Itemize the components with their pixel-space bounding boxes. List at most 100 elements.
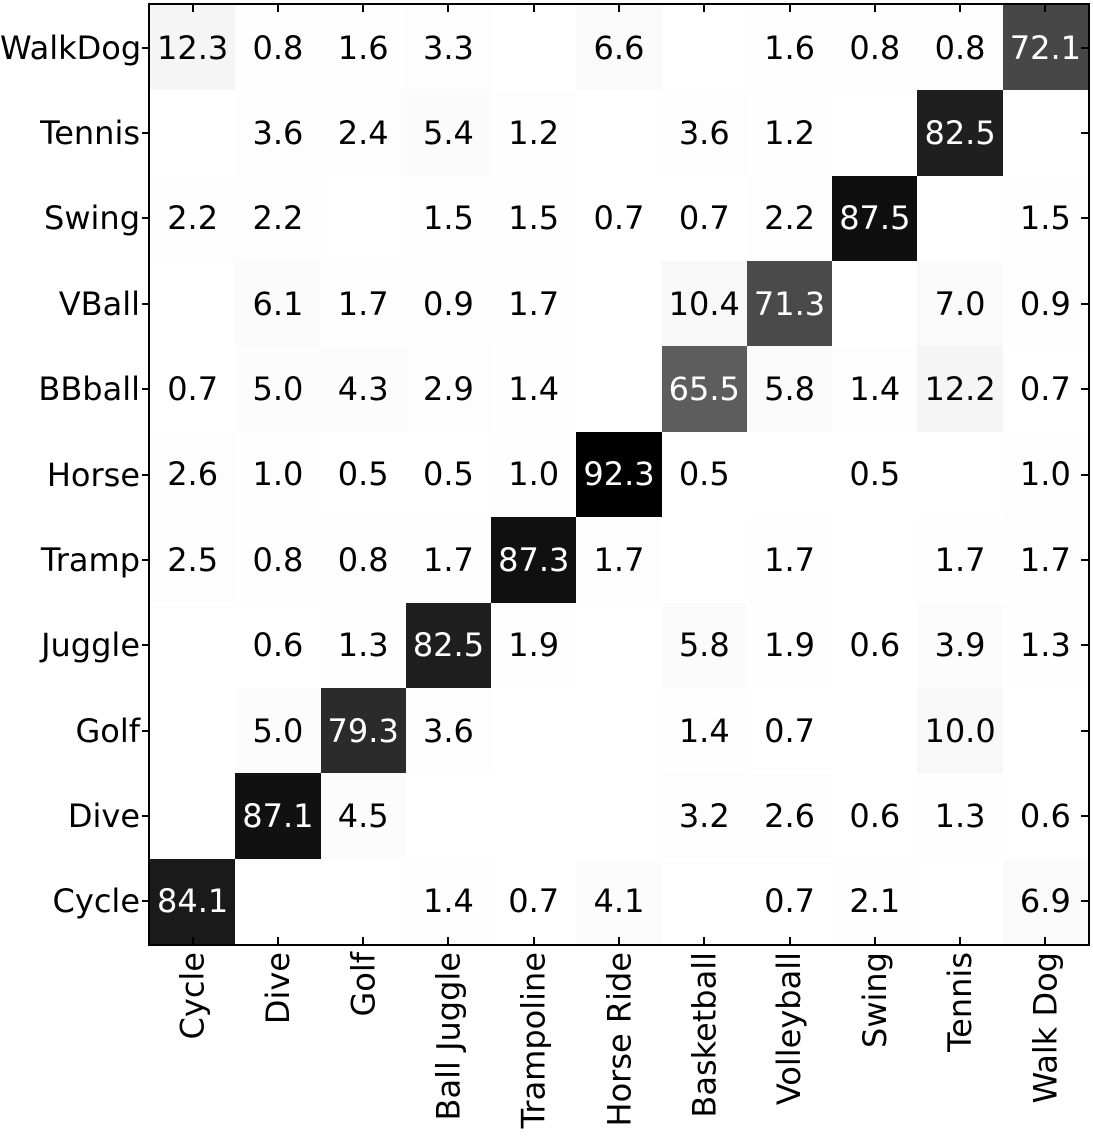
tick-mark bbox=[532, 5, 535, 12]
heatmap-cell bbox=[491, 687, 577, 774]
heatmap-cell: 1.3 bbox=[917, 773, 1003, 859]
tick-mark bbox=[532, 937, 535, 944]
tick-mark bbox=[788, 937, 791, 944]
tick-mark bbox=[191, 937, 194, 944]
heatmap-cell bbox=[576, 687, 662, 774]
heatmap-cell: 1.0 bbox=[235, 431, 321, 518]
tick-mark bbox=[1044, 5, 1047, 12]
heatmap-cell: 1.9 bbox=[491, 602, 577, 688]
tick-mark bbox=[447, 5, 450, 12]
heatmap-cell: 72.1 bbox=[1002, 5, 1088, 91]
heatmap-cell bbox=[1002, 687, 1088, 774]
x-tick-label: Golf bbox=[344, 952, 383, 1017]
heatmap-cell bbox=[320, 175, 406, 262]
heatmap-cell: 4.1 bbox=[576, 858, 662, 944]
x-tick-label: Horse Ride bbox=[600, 952, 638, 1127]
y-tick-label: Tramp bbox=[40, 540, 140, 579]
heatmap-cell: 12.3 bbox=[150, 5, 236, 91]
y-tick-label: Swing bbox=[44, 199, 140, 238]
heatmap-cell bbox=[405, 773, 492, 859]
tick-mark bbox=[1081, 900, 1088, 903]
heatmap-cell bbox=[235, 858, 321, 944]
heatmap-cell: 0.8 bbox=[235, 5, 321, 91]
tick-mark bbox=[618, 5, 620, 12]
heatmap-cell: 3.2 bbox=[661, 773, 747, 859]
tick-mark bbox=[873, 5, 876, 12]
heatmap-cell: 0.6 bbox=[1002, 773, 1088, 859]
heatmap-cell: 0.8 bbox=[320, 517, 406, 603]
heatmap-cell: 0.5 bbox=[832, 431, 918, 518]
heatmap-cell: 1.3 bbox=[320, 602, 406, 688]
heatmap-cell: 6.6 bbox=[576, 5, 662, 91]
tick-mark bbox=[191, 5, 194, 12]
x-tick-label: Trampoline bbox=[514, 952, 553, 1129]
heatmap-cell: 87.1 bbox=[235, 773, 321, 859]
heatmap-cell: 0.7 bbox=[746, 687, 833, 774]
heatmap-cell: 1.2 bbox=[491, 90, 577, 176]
heatmap-cell: 2.2 bbox=[746, 175, 833, 262]
heatmap-cell: 1.5 bbox=[1002, 175, 1088, 262]
y-tick-label: Cycle bbox=[52, 882, 140, 921]
heatmap-cell bbox=[576, 90, 662, 176]
heatmap-cell: 5.0 bbox=[235, 687, 321, 774]
heatmap-cell: 3.9 bbox=[917, 602, 1003, 688]
heatmap-cell: 1.7 bbox=[1002, 517, 1088, 603]
heatmap-cell: 1.4 bbox=[491, 346, 577, 432]
heatmap-cell: 0.8 bbox=[235, 517, 321, 603]
tick-mark bbox=[1081, 473, 1088, 476]
heatmap-cell bbox=[150, 90, 236, 176]
heatmap-cell: 10.4 bbox=[661, 261, 747, 347]
heatmap-cell: 2.2 bbox=[235, 175, 321, 262]
heatmap-cell: 1.4 bbox=[661, 687, 747, 774]
tick-mark bbox=[618, 937, 620, 944]
heatmap-cell: 5.8 bbox=[746, 346, 833, 432]
heatmap-cell bbox=[832, 517, 918, 603]
heatmap-cell bbox=[746, 431, 833, 518]
y-tick-label: Dive bbox=[67, 796, 140, 835]
heatmap-cell: 1.7 bbox=[917, 517, 1003, 603]
heatmap-cell bbox=[576, 346, 662, 432]
heatmap-cell bbox=[150, 773, 236, 859]
y-tick-label: Tennis bbox=[40, 114, 140, 153]
heatmap-cell: 0.5 bbox=[320, 431, 406, 518]
heatmap-cell: 0.8 bbox=[917, 5, 1003, 91]
heatmap-cell bbox=[917, 858, 1003, 944]
y-tick-label: WalkDog bbox=[0, 28, 142, 67]
heatmap-cell: 1.9 bbox=[746, 602, 833, 688]
tick-mark bbox=[142, 644, 149, 647]
tick-mark bbox=[959, 937, 962, 944]
heatmap-cell: 2.5 bbox=[150, 517, 236, 603]
tick-mark bbox=[703, 5, 706, 12]
heatmap-cell: 82.5 bbox=[917, 90, 1003, 176]
tick-mark bbox=[142, 217, 149, 220]
heatmap-cell: 5.8 bbox=[661, 602, 747, 688]
tick-mark bbox=[1081, 302, 1088, 305]
tick-mark bbox=[142, 46, 149, 49]
heatmap-cell bbox=[491, 773, 577, 859]
heatmap-cell: 1.7 bbox=[405, 517, 492, 603]
y-tick-label: Golf bbox=[75, 711, 140, 750]
x-tick-label: Volleyball bbox=[770, 952, 809, 1106]
heatmap-cell: 92.3 bbox=[576, 431, 662, 518]
heatmap-cell: 1.7 bbox=[320, 261, 406, 347]
heatmap-cell bbox=[150, 602, 236, 688]
tick-mark bbox=[276, 5, 279, 12]
heatmap-cell bbox=[491, 5, 577, 91]
tick-mark bbox=[362, 937, 365, 944]
heatmap-cell: 0.6 bbox=[235, 602, 321, 688]
tick-mark bbox=[142, 558, 149, 561]
tick-mark bbox=[1081, 729, 1088, 732]
x-tick-label: Walk Dog bbox=[1026, 952, 1065, 1104]
heatmap-cell: 5.0 bbox=[235, 346, 321, 432]
tick-mark bbox=[1081, 644, 1088, 647]
heatmap-cell bbox=[832, 90, 918, 176]
tick-mark bbox=[1081, 217, 1088, 220]
heatmap-cell: 0.8 bbox=[832, 5, 918, 91]
tick-mark bbox=[142, 302, 149, 305]
heatmap-cell bbox=[320, 858, 406, 944]
heatmap-cell: 1.0 bbox=[1002, 431, 1088, 518]
x-tick-label: Cycle bbox=[173, 952, 212, 1040]
heatmap-cell: 84.1 bbox=[150, 858, 236, 944]
heatmap-cell bbox=[832, 687, 918, 774]
